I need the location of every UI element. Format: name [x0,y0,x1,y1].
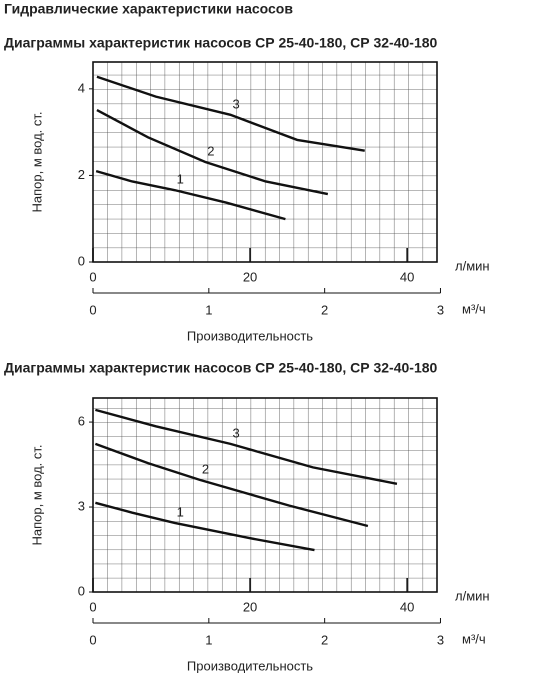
curve-label: 2 [202,461,209,476]
x2-tick-label: 2 [321,302,328,317]
x-unit: л/мин [455,258,490,273]
curve [94,442,369,528]
curve-label: 3 [232,425,239,440]
x2-tick-label: 3 [437,302,444,317]
y-tick-label: 3 [78,498,85,513]
y-tick-label: 2 [78,167,85,182]
curve [95,501,315,552]
x-axis-label: Производительность [187,658,313,673]
plot-frame [92,397,438,593]
x2-tick-label: 2 [321,632,328,647]
x-unit: л/мин [455,588,490,603]
y-tick-label: 4 [78,80,85,95]
curve [96,75,365,152]
x-tick-label: 20 [243,599,257,614]
y-tick-label: 6 [78,414,85,429]
page-title: Гидравлические характеристики насосов [4,1,293,17]
x2-tick-label: 1 [205,632,212,647]
y-tick-label: 0 [78,583,85,598]
x2-tick-label: 0 [89,302,96,317]
x-tick-label: 0 [89,599,96,614]
curve-label: 1 [177,504,184,519]
x-tick-label: 40 [400,269,414,284]
curve-label: 3 [232,96,239,111]
curve [95,408,398,485]
y-axis-label: Напор, м вод. ст. [29,111,44,212]
curve [96,108,329,196]
curve [95,169,286,221]
grid-background [93,398,437,592]
y-axis-label: Напор, м вод. ст. [29,444,44,545]
x-axis-label: Производительность [187,328,313,343]
chart-title: Диаграммы характеристик насосов СР 25-40… [4,35,438,51]
x2-tick-label: 0 [89,632,96,647]
x2-tick-label: 1 [205,302,212,317]
chart-title: Диаграммы характеристик насосов СР 25-40… [4,360,438,376]
curve-label: 2 [207,143,214,158]
y-tick-label: 0 [78,253,85,268]
x-tick-label: 40 [400,599,414,614]
x2-unit: м³/ч [462,301,486,316]
x-tick-label: 20 [243,269,257,284]
x2-tick-label: 3 [437,632,444,647]
curve-label: 1 [177,172,184,187]
plot-frame [92,61,438,263]
x-tick-label: 0 [89,269,96,284]
x2-unit: м³/ч [462,631,486,646]
